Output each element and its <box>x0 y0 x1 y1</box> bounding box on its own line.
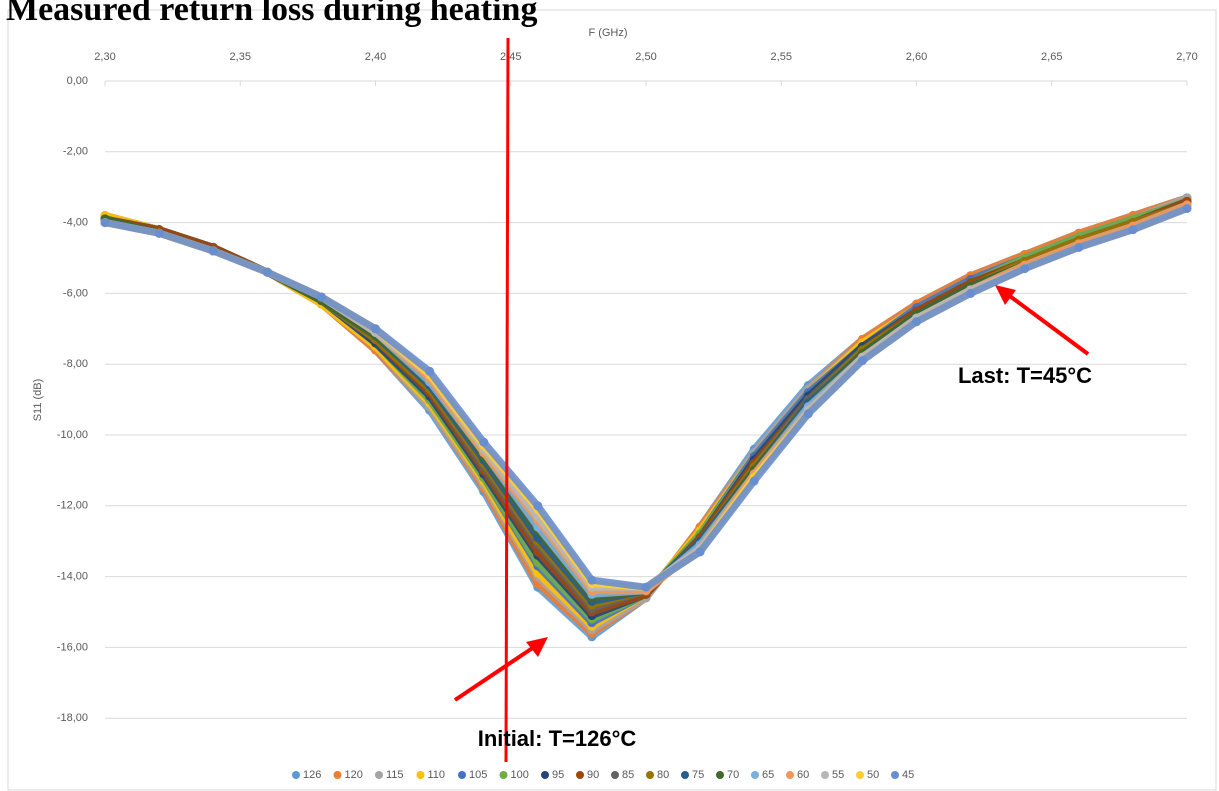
x-tick-label: 2,55 <box>771 51 792 63</box>
chart-frame <box>7 9 1217 791</box>
y-tick-label: -8,00 <box>63 358 88 370</box>
data-point <box>208 246 218 256</box>
legend-marker <box>856 771 864 779</box>
legend-marker <box>375 771 383 779</box>
legend-marker <box>646 771 654 779</box>
arrowhead <box>995 285 1016 305</box>
y-tick-label: -16,00 <box>57 641 88 653</box>
data-point <box>262 267 272 277</box>
annotation: Last: T=45°C <box>958 363 1092 388</box>
legend-label: 60 <box>797 769 809 781</box>
data-point <box>425 366 435 376</box>
data-point <box>1182 203 1192 213</box>
x-tick-label: 2,50 <box>635 51 656 63</box>
data-point <box>479 437 489 447</box>
data-point <box>803 409 813 419</box>
data-point <box>857 356 867 366</box>
y-tick-label: 0,00 <box>67 75 88 87</box>
arrow <box>1001 289 1090 356</box>
legend-marker <box>611 771 619 779</box>
legend-label: 100 <box>511 769 529 781</box>
data-point <box>154 228 164 238</box>
x-axis-label: F (GHz) <box>588 27 627 39</box>
legend-marker <box>786 771 794 779</box>
arrowhead <box>526 637 548 657</box>
legend-marker <box>541 771 549 779</box>
legend-label: 95 <box>552 769 564 781</box>
legend-marker <box>821 771 829 779</box>
legend-marker <box>499 771 508 779</box>
legend-marker <box>333 771 342 779</box>
marks <box>100 193 1192 642</box>
legend-marker <box>292 771 300 779</box>
arrow <box>453 641 542 702</box>
legend-marker <box>416 771 425 779</box>
legend-label: 115 <box>386 769 404 781</box>
grid: 0,00 -2,00 -4,00 -6,00 -8,00 -10,00 -12,00 -14,… <box>57 51 1198 724</box>
legend-label: 105 <box>469 769 487 781</box>
legend-label: 45 <box>902 769 914 781</box>
x-tick-label: 2,70 <box>1176 51 1197 63</box>
legend-label: 70 <box>727 769 739 781</box>
legend-marker <box>891 771 899 779</box>
legend-label: 90 <box>587 769 599 781</box>
x-tick-label: 2,30 <box>94 51 115 63</box>
data-point <box>695 547 705 557</box>
legend-label: 75 <box>692 769 704 781</box>
data-point <box>1128 225 1138 235</box>
data-point <box>587 575 597 585</box>
legend-label: 85 <box>622 769 634 781</box>
data-point <box>641 582 651 592</box>
data-point <box>533 501 543 511</box>
data-point <box>316 292 326 302</box>
legend-label: 55 <box>832 769 844 781</box>
reference-line <box>504 37 510 763</box>
legend-label: 110 <box>428 769 446 781</box>
y-tick-label: -12,00 <box>57 500 88 512</box>
x-tick-label: 2,35 <box>230 51 251 63</box>
legend-marker <box>681 771 689 779</box>
legend-label: 50 <box>867 769 879 781</box>
y-tick-label: -2,00 <box>63 146 88 158</box>
y-tick-label: -14,00 <box>57 571 88 583</box>
x-tick-label: 2,65 <box>1041 51 1062 63</box>
legend: 126 120 115 110 105 100 95 90 85 80 75 70 65 60 55 50 45 <box>292 769 914 781</box>
y-tick-label: -10,00 <box>57 429 88 441</box>
data-point <box>749 476 759 486</box>
data-point <box>1020 264 1030 274</box>
data-point <box>371 324 380 334</box>
legend-label: 80 <box>657 769 669 781</box>
legend-marker <box>576 771 584 779</box>
data-point <box>100 218 110 228</box>
legend-marker <box>716 771 724 779</box>
legend-label: 65 <box>762 769 774 781</box>
data-point <box>966 288 976 298</box>
y-tick-label: -4,00 <box>63 217 88 229</box>
annotation: Initial: T=126°C <box>478 726 637 751</box>
y-tick-label: -6,00 <box>63 287 88 299</box>
x-tick-label: 2,40 <box>365 51 386 63</box>
legend-label: 126 <box>303 769 321 781</box>
y-axis-label: S11 (dB) <box>32 379 44 422</box>
legend-marker <box>458 771 466 779</box>
data-point <box>912 317 921 327</box>
legend-label: 120 <box>345 769 363 781</box>
legend-marker <box>751 771 759 779</box>
y-tick-label: -18,00 <box>57 712 88 724</box>
data-point <box>1074 242 1084 252</box>
x-tick-label: 2,60 <box>906 51 927 63</box>
chart-title: Measured return loss during heating <box>6 0 537 28</box>
x-tick-label: 2,45 <box>500 51 521 63</box>
